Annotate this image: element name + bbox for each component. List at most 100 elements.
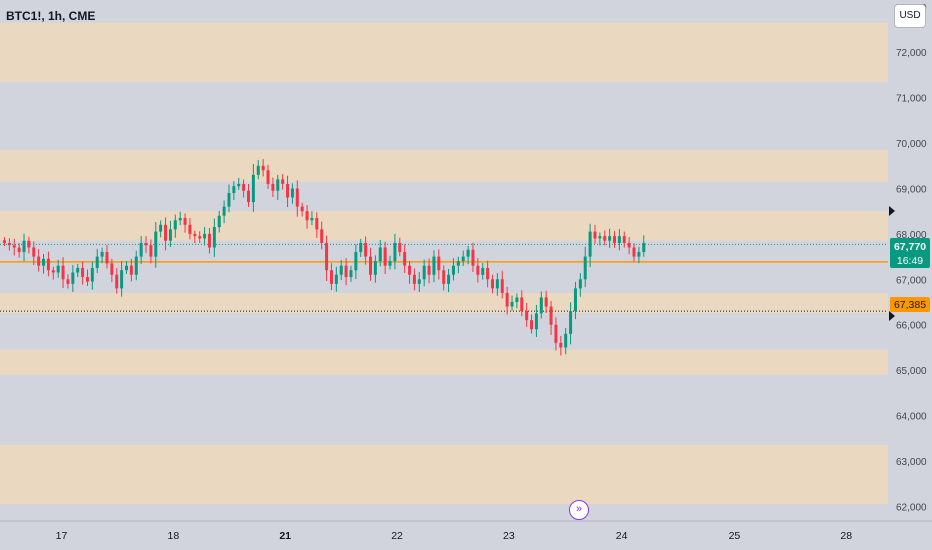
candle-body bbox=[115, 274, 119, 289]
candle-body bbox=[432, 256, 436, 275]
y-tick-label: 63,000 bbox=[896, 457, 927, 468]
candle-body bbox=[320, 229, 324, 243]
candle-body bbox=[534, 313, 538, 330]
scroll-down-arrow-icon[interactable] bbox=[889, 311, 895, 321]
candle-body bbox=[27, 240, 31, 248]
candle-body bbox=[247, 190, 250, 203]
y-tick-label: 71,000 bbox=[896, 94, 927, 105]
candle-body bbox=[129, 265, 133, 275]
candle-body bbox=[300, 206, 304, 212]
candle-body bbox=[451, 265, 455, 275]
candle-body bbox=[637, 252, 641, 257]
y-tick-label: 66,000 bbox=[896, 321, 927, 332]
candle-body bbox=[22, 240, 26, 253]
y-tick-label: 68,000 bbox=[896, 230, 927, 241]
candle-body bbox=[168, 229, 172, 241]
double-chevron-right-icon: » bbox=[575, 503, 583, 515]
candle-body bbox=[491, 279, 494, 289]
level-price-label: 67,385 bbox=[894, 299, 926, 311]
scroll-up-arrow-icon[interactable] bbox=[889, 206, 895, 216]
candle-body bbox=[569, 311, 573, 334]
candle-body bbox=[207, 233, 211, 248]
candle-body bbox=[583, 256, 587, 280]
candle-body bbox=[76, 267, 80, 273]
candle-body bbox=[481, 267, 485, 275]
candle-body bbox=[642, 242, 646, 253]
candle-body bbox=[290, 188, 294, 198]
candle-body bbox=[598, 236, 602, 239]
candle-body bbox=[266, 170, 270, 184]
x-tick-label: 28 bbox=[840, 530, 852, 542]
candle-body bbox=[510, 302, 514, 307]
x-tick-label: 18 bbox=[168, 530, 180, 542]
candle-body bbox=[461, 256, 465, 262]
candle-body bbox=[427, 265, 431, 275]
candle-body bbox=[32, 247, 36, 257]
candle-body bbox=[81, 267, 85, 278]
time-axis[interactable]: 17 18 21 22 23 24 25 28 bbox=[56, 530, 853, 542]
y-tick-label: 62,000 bbox=[896, 502, 927, 513]
candle-body bbox=[154, 231, 158, 257]
countdown-label: 16:49 bbox=[897, 255, 923, 267]
candle-body bbox=[398, 242, 402, 253]
candle-body bbox=[471, 249, 475, 266]
candle-body bbox=[520, 297, 524, 312]
symbol-title: BTC1!, 1h, CME bbox=[6, 9, 96, 23]
zone-1 bbox=[0, 149, 888, 182]
candle-body bbox=[17, 247, 21, 253]
candle-body bbox=[66, 279, 70, 284]
goto-realtime-button[interactable]: » bbox=[569, 500, 589, 520]
candle-body bbox=[442, 270, 446, 284]
candle-body bbox=[359, 242, 363, 253]
candle-body bbox=[617, 236, 621, 243]
candle-body bbox=[603, 236, 607, 241]
candle-body bbox=[159, 224, 163, 232]
candle-body bbox=[178, 217, 182, 221]
candle-body bbox=[364, 242, 368, 257]
candle-body bbox=[242, 183, 246, 191]
candle-body bbox=[90, 267, 94, 282]
x-tick-label: 22 bbox=[391, 530, 403, 542]
candle-body bbox=[139, 242, 143, 257]
candle-body bbox=[373, 261, 377, 275]
x-tick-label: 23 bbox=[503, 530, 515, 542]
last-price-label-bg bbox=[890, 238, 930, 268]
candle-body bbox=[149, 245, 153, 257]
candle-body bbox=[588, 231, 592, 257]
candle-body bbox=[95, 256, 99, 268]
candle-body bbox=[193, 233, 197, 237]
candle-body bbox=[388, 261, 392, 266]
candle-body bbox=[315, 217, 319, 230]
candle-body bbox=[134, 256, 138, 275]
candle-body bbox=[412, 274, 416, 284]
candle-body bbox=[632, 247, 636, 257]
candle-body bbox=[37, 256, 41, 266]
candle-body bbox=[613, 236, 616, 243]
candle-body bbox=[349, 270, 353, 278]
y-tick-label: 65,000 bbox=[896, 366, 927, 377]
candle-body bbox=[281, 179, 285, 184]
candle-body bbox=[334, 274, 338, 284]
candle-body bbox=[173, 220, 177, 230]
candle-body bbox=[42, 258, 46, 266]
zone-0 bbox=[0, 22, 888, 82]
zone-4 bbox=[0, 349, 888, 375]
candle-body bbox=[261, 165, 265, 171]
x-tick-label: 21 bbox=[279, 530, 291, 542]
candle-body bbox=[422, 265, 426, 280]
candle-body bbox=[354, 252, 358, 271]
candle-body bbox=[539, 297, 543, 314]
candle-body bbox=[329, 270, 333, 284]
candle-body bbox=[486, 267, 490, 280]
candle-body bbox=[593, 231, 597, 239]
y-tick-label: 70,000 bbox=[896, 139, 927, 150]
candles bbox=[3, 159, 646, 356]
candle-body bbox=[144, 242, 148, 246]
currency-button[interactable]: USD bbox=[894, 4, 926, 28]
candle-body bbox=[530, 320, 534, 330]
candle-body bbox=[339, 265, 343, 275]
candle-body bbox=[61, 265, 65, 280]
support-resistance-zones bbox=[0, 22, 888, 505]
candle-body bbox=[476, 265, 480, 275]
